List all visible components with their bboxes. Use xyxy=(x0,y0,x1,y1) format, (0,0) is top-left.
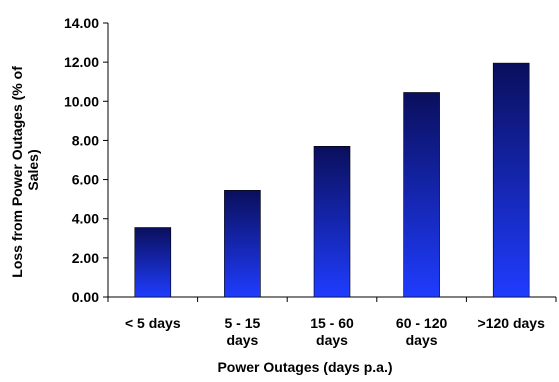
y-tick-label: 10.00 xyxy=(64,93,99,109)
y-tick-label: 8.00 xyxy=(72,132,99,148)
bar xyxy=(403,92,440,298)
bar xyxy=(313,146,351,298)
y-axis-label-line-2: Sales) xyxy=(25,149,41,190)
bar xyxy=(492,62,530,298)
axes xyxy=(103,22,557,302)
x-tick-label: 60 - 120 days xyxy=(396,315,448,348)
y-tick-label: 6.00 xyxy=(72,172,99,188)
y-tick-label: 4.00 xyxy=(72,211,99,227)
bar xyxy=(224,190,261,298)
y-tick-labels: 0.00 2.00 4.00 6.00 8.00 10.00 12.00 14.00 xyxy=(64,15,99,305)
x-tick-labels: < 5 days 5 - 15 days 15 - 60 days 60 - 120 day… xyxy=(125,315,545,348)
y-axis-label-line-1: Loss from Power Outages (% of xyxy=(9,66,25,278)
x-axis-label: Power Outages (days p.a.) xyxy=(217,359,392,375)
y-tick-label: 12.00 xyxy=(64,54,99,70)
x-tick-label: 15 - 60 days xyxy=(310,315,354,348)
bars xyxy=(134,62,530,298)
bar xyxy=(134,227,172,298)
x-tick-label: 5 - 15 days xyxy=(224,315,260,348)
x-tick-label: < 5 days xyxy=(125,315,181,331)
y-tick-label: 2.00 xyxy=(72,250,99,266)
x-tick-label: >120 days xyxy=(478,315,546,331)
y-axis-label: Loss from Power Outages (% of Sales) xyxy=(9,62,41,277)
y-tick-label: 14.00 xyxy=(64,15,99,31)
y-tick-label: 0.00 xyxy=(72,289,99,305)
